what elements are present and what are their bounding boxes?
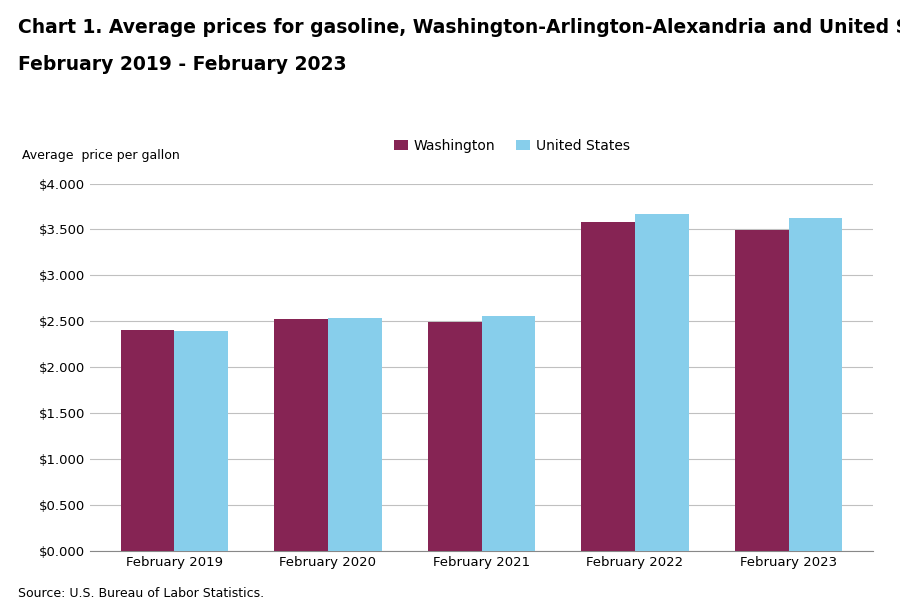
Bar bbox=[734, 230, 788, 551]
Bar bbox=[482, 316, 536, 551]
Bar bbox=[121, 330, 175, 551]
Bar bbox=[328, 318, 382, 551]
Text: February 2019 - February 2023: February 2019 - February 2023 bbox=[18, 55, 346, 74]
Bar bbox=[635, 214, 688, 551]
Bar bbox=[274, 319, 328, 551]
Text: Chart 1. Average prices for gasoline, Washington-Arlington-Alexandria and United: Chart 1. Average prices for gasoline, Wa… bbox=[18, 18, 900, 37]
Bar bbox=[428, 322, 482, 551]
Legend: Washington, United States: Washington, United States bbox=[394, 139, 630, 153]
Text: Average  price per gallon: Average price per gallon bbox=[22, 149, 180, 162]
Bar bbox=[175, 331, 229, 551]
Bar bbox=[581, 222, 635, 551]
Text: Source: U.S. Bureau of Labor Statistics.: Source: U.S. Bureau of Labor Statistics. bbox=[18, 587, 264, 600]
Bar bbox=[788, 218, 842, 551]
